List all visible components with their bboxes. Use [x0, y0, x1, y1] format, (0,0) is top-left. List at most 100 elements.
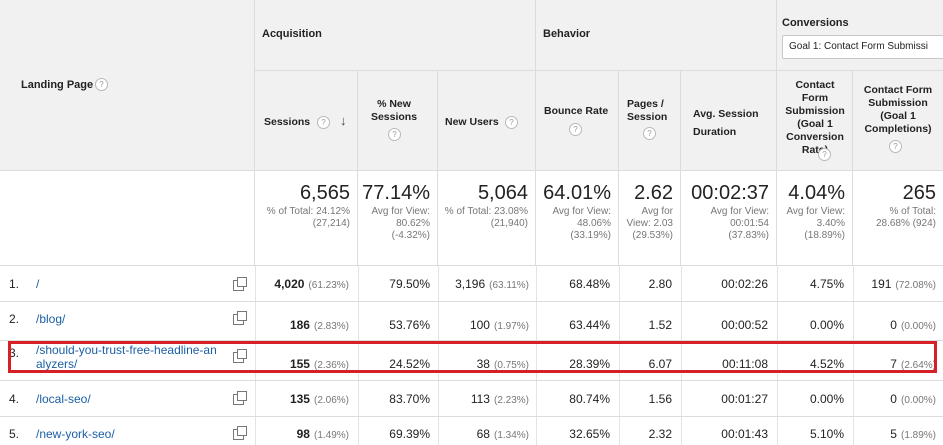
avg-session-duration-header-label: Avg. Session Duration: [693, 108, 759, 138]
sessions-percent: (1.49%): [313, 430, 349, 441]
row-index: 3.: [9, 346, 20, 360]
completions-value: 0: [890, 392, 897, 406]
completions-percent: (2.64%): [900, 360, 936, 371]
pages-session-header-label: Pages / Session: [627, 98, 668, 123]
new-users-value: 68: [476, 427, 490, 441]
total-pct-new-sessions-sub: Avg for View: 80.62% (-4.32%): [371, 206, 430, 241]
total-bounce-rate: 64.01% Avg for View: 48.06% (33.19%): [536, 171, 619, 266]
new-users-percent: (63.11%): [489, 280, 529, 291]
acquisition-label: Acquisition: [262, 28, 322, 40]
total-completions: 265 % of Total: 28.68% (924): [853, 171, 943, 266]
pages-session-column-header[interactable]: Pages / Session ?: [619, 71, 681, 171]
new-users-cell: 113 (2.23%): [471, 392, 529, 406]
sessions-value: 4,020: [274, 277, 305, 291]
pct-new-sessions-cell: 79.50%: [389, 277, 430, 291]
conversion-rate-column-header[interactable]: Contact Form Submission (Goal 1 Conversi…: [777, 71, 853, 171]
new-users-column-header[interactable]: New Users ?: [438, 71, 536, 171]
conversions-label: Conversions: [782, 17, 849, 29]
pages-session-help-icon[interactable]: ?: [643, 127, 656, 140]
row-index: 2.: [9, 312, 20, 326]
landing-page-link[interactable]: /new-york-seo/: [36, 427, 115, 441]
open-in-new-window-icon[interactable]: [233, 426, 247, 440]
completions-percent: (0.00%): [900, 321, 936, 332]
total-bounce-rate-value: 64.01%: [543, 182, 611, 204]
total-pct-new-sessions: 77.14% Avg for View: 80.62% (-4.32%): [358, 171, 438, 266]
completions-column-header[interactable]: Contact Form Submission (Goal 1 Completi…: [853, 71, 943, 171]
completions-value: 0: [890, 318, 897, 332]
new-users-help-icon[interactable]: ?: [505, 116, 518, 129]
bounce-rate-column-header[interactable]: Bounce Rate ?: [536, 71, 619, 171]
total-pages-session-sub: Avg for View: 2.03 (29.53%): [626, 206, 673, 241]
bounce-rate-cell: 80.74%: [569, 392, 610, 406]
table-row: 4. /local-seo/ 135 (2.06%) 83.70% 113 (2.2…: [0, 381, 943, 417]
bounce-rate-cell: 28.39%: [569, 357, 610, 371]
sessions-percent: (61.23%): [308, 280, 349, 291]
pct-new-sessions-help-icon[interactable]: ?: [388, 128, 401, 141]
sessions-value: 135: [289, 392, 310, 406]
pct-new-sessions-cell: 24.52%: [389, 357, 430, 371]
avg-session-duration-cell: 00:00:52: [721, 318, 768, 332]
open-in-new-window-icon[interactable]: [233, 349, 247, 363]
bounce-rate-header-label: Bounce Rate: [544, 105, 609, 117]
sessions-cell: 135 (2.06%): [290, 392, 349, 406]
bounce-rate-help-icon[interactable]: ?: [569, 123, 582, 136]
table-row: 5. /new-york-seo/ 98 (1.49%) 69.39% 68 (1.…: [0, 417, 943, 445]
avg-session-duration-column-header[interactable]: Avg. Session Duration ?: [681, 71, 777, 171]
total-avg-session-duration-sub: Avg for View: 00:01:54 (37.83%): [710, 206, 769, 241]
completions-help-icon[interactable]: ?: [889, 140, 902, 153]
pages-session-cell: 6.07: [648, 357, 672, 371]
landing-page-link[interactable]: /blog/: [36, 312, 66, 326]
row-index: 1.: [9, 277, 20, 291]
completions-cell: 191 (72.08%): [871, 277, 936, 291]
sessions-header-label: Sessions: [264, 116, 311, 128]
completions-cell: 5 (1.89%): [890, 427, 936, 441]
landing-page-link[interactable]: /: [36, 277, 40, 291]
total-pages-session: 2.62 Avg for View: 2.03 (29.53%): [619, 171, 681, 266]
bounce-rate-cell: 68.48%: [569, 277, 610, 291]
row-index: 5.: [9, 427, 20, 441]
conversion-rate-cell: 0.00%: [809, 318, 844, 332]
pct-new-sessions-column-header[interactable]: % New Sessions ?: [358, 71, 438, 171]
open-in-new-window-icon[interactable]: [233, 391, 247, 405]
sessions-percent: (2.83%): [313, 321, 349, 332]
open-in-new-window-icon[interactable]: [233, 311, 247, 325]
new-users-percent: (1.97%): [493, 321, 529, 332]
new-users-value: 3,196: [455, 277, 486, 291]
landing-page-link[interactable]: /local-seo/: [36, 392, 91, 406]
open-in-new-window-icon[interactable]: [233, 277, 247, 291]
total-pct-new-sessions-value: 77.14%: [362, 182, 430, 204]
sessions-cell: 155 (2.36%): [290, 357, 349, 371]
conversion-rate-header-label: Contact Form Submission (Goal 1 Conversi…: [785, 79, 845, 156]
sessions-cell: 186 (2.83%): [290, 318, 349, 332]
completions-cell: 7 (2.64%): [890, 357, 936, 371]
total-conversion-rate-value: 4.04%: [788, 182, 845, 204]
landing-page-link-line1: /should-you-trust-free-headline-an: [36, 343, 217, 357]
new-users-percent: (2.23%): [493, 395, 529, 406]
sessions-value: 186: [289, 318, 310, 332]
total-sessions-value: 6,565: [299, 182, 350, 204]
total-avg-session-duration-value: 00:02:37: [691, 182, 769, 204]
sort-descending-icon[interactable]: ↓: [340, 113, 347, 128]
avg-session-duration-cell: 00:02:26: [721, 277, 768, 291]
conversion-rate-help-icon[interactable]: ?: [818, 148, 831, 161]
total-completions-value: 265: [902, 182, 936, 204]
pages-session-cell: 1.52: [648, 318, 672, 332]
conversion-rate-cell: 5.10%: [809, 427, 844, 441]
table-row: 2. /blog/ 186 (2.83%) 53.76% 100 (1.97%) 6…: [0, 302, 943, 341]
landing-page-help-icon[interactable]: ?: [95, 78, 108, 91]
completions-value: 7: [890, 357, 897, 371]
completions-cell: 0 (0.00%): [890, 392, 936, 406]
sessions-value: 98: [296, 427, 310, 441]
row-highlight-box: [8, 341, 937, 373]
conversion-rate-cell: 4.75%: [809, 277, 844, 291]
sessions-help-icon[interactable]: ?: [317, 116, 330, 129]
behavior-label: Behavior: [543, 28, 591, 40]
landing-page-link[interactable]: /should-you-trust-free-headline-an alyze…: [36, 343, 231, 371]
sessions-column-header[interactable]: Sessions ? ↓: [255, 71, 358, 171]
landing-page-header[interactable]: Landing Page ?: [0, 0, 255, 171]
new-users-value: 113: [470, 392, 490, 406]
completions-percent: (0.00%): [900, 395, 936, 406]
goal-select-dropdown[interactable]: Goal 1: Contact Form Submissi: [782, 35, 943, 59]
totals-label-cell: [0, 171, 255, 266]
